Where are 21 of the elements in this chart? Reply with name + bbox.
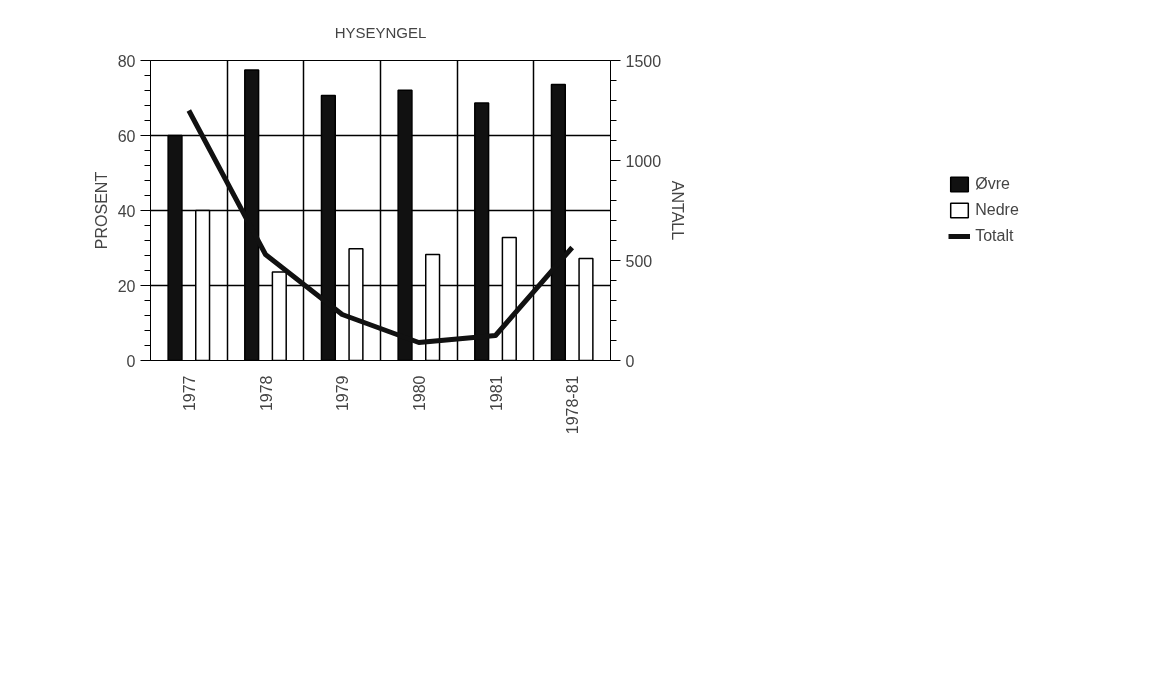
y-tick-label: 60 — [117, 127, 136, 145]
y2-axis-title: ANTALL — [669, 180, 687, 241]
y-axis-title: PROSENT — [92, 171, 110, 250]
y2-tick-label: 500 — [625, 252, 653, 270]
chart-title: HYSEYNGEL — [334, 23, 427, 41]
x-tick-label: 1977 — [180, 375, 198, 412]
y-tick-label: 80 — [117, 52, 136, 70]
y2-tick-label: 0 — [625, 352, 635, 370]
legend-label: Totalt — [975, 227, 1014, 245]
y2-tick-label: 1000 — [625, 152, 662, 170]
x-tick-label: 1979 — [334, 375, 352, 412]
legend-label: Øvre — [975, 175, 1010, 193]
y-tick-label: 40 — [117, 202, 136, 220]
legend-label: Nedre — [975, 201, 1019, 219]
y-tick-label: 0 — [126, 352, 136, 370]
x-tick-label: 1981 — [487, 375, 505, 412]
x-tick-label: 1978 — [257, 375, 275, 412]
y-tick-label: 20 — [117, 277, 136, 295]
y2-tick-label: 1500 — [625, 52, 662, 70]
x-tick-label: 1978-81 — [564, 375, 582, 435]
x-tick-label: 1980 — [410, 375, 428, 412]
